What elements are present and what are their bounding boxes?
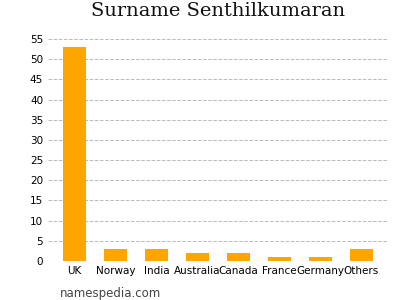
Text: namespedia.com: namespedia.com (60, 287, 161, 300)
Bar (186, 253, 209, 261)
Bar (268, 257, 291, 261)
Bar (64, 47, 86, 261)
Bar (309, 257, 332, 261)
Bar (104, 249, 127, 261)
Title: Surname Senthilkumaran: Surname Senthilkumaran (91, 2, 345, 20)
Bar (145, 249, 168, 261)
Bar (350, 249, 372, 261)
Bar (227, 253, 250, 261)
